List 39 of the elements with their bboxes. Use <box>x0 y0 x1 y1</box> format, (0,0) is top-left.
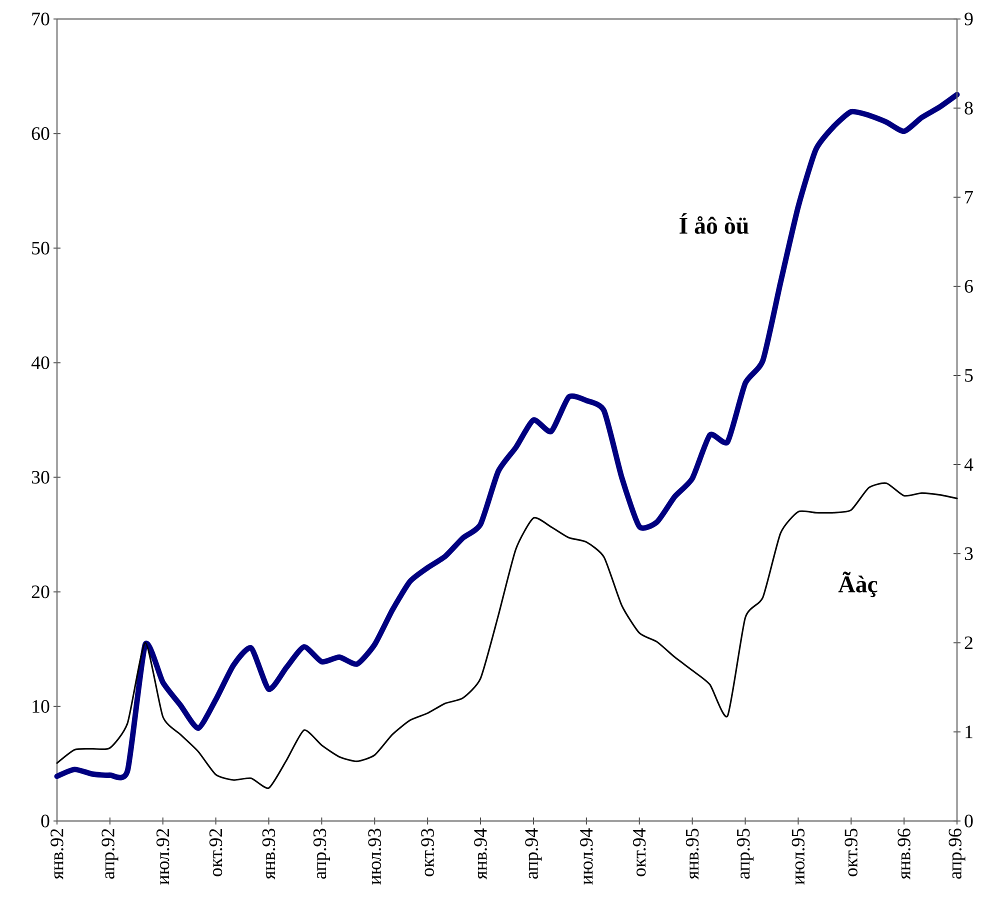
x-tick-label: июл.92 <box>156 829 170 885</box>
x-tick-label: апр.93 <box>313 828 330 879</box>
x-tick-label: янв.93 <box>262 828 276 880</box>
x-tick-label: апр.92 <box>102 829 118 879</box>
x-tick-label: окт.93 <box>421 828 434 876</box>
series-label: Í åô òü <box>680 213 749 234</box>
y-tick-label: 0 <box>41 814 50 828</box>
y-tick-label: 60 <box>32 127 50 140</box>
y-tick-label: 20 <box>32 585 50 598</box>
x-tick-label: апр.95 <box>736 828 754 879</box>
x-tick-label: янв.96 <box>898 828 910 880</box>
line-series <box>56 482 958 789</box>
y2-tick-label: 9 <box>964 12 973 26</box>
x-tick-label: июл.95 <box>792 828 805 885</box>
y2-tick-label: 1 <box>966 726 972 738</box>
x-tick-label: апр.94 <box>525 828 542 879</box>
x-tick-label: июл.94 <box>580 828 593 885</box>
y-tick-label: 30 <box>32 470 50 484</box>
y2-tick-label: 3 <box>964 547 973 560</box>
x-tick-label: апр.96 <box>948 828 966 879</box>
y2-tick-label: 5 <box>965 369 973 382</box>
y2-tick-label: 6 <box>964 280 973 293</box>
y-tick-label: 10 <box>32 700 50 713</box>
x-tick-label: июл.93 <box>368 828 382 885</box>
y2-tick-label: 8 <box>964 102 973 114</box>
x-tick-label: янв.94 <box>474 828 487 880</box>
y2-tick-label: 7 <box>965 191 973 204</box>
x-tick-label: янв.92 <box>50 829 64 880</box>
x-tick-label: окт.95 <box>844 828 858 876</box>
y2-tick-label: 4 <box>964 458 974 471</box>
x-tick-label: янв.95 <box>686 828 699 880</box>
y2-tick-label: 0 <box>964 814 973 828</box>
y-tick-label: 50 <box>32 242 50 255</box>
x-tick-label: окт.92 <box>209 829 222 876</box>
y-tick-label: 40 <box>31 356 50 370</box>
y-tick-label: 70 <box>32 12 50 26</box>
y2-tick-label: 2 <box>964 636 972 650</box>
x-tick-label: окт.94 <box>632 828 646 876</box>
text: Ãàç <box>838 572 878 598</box>
